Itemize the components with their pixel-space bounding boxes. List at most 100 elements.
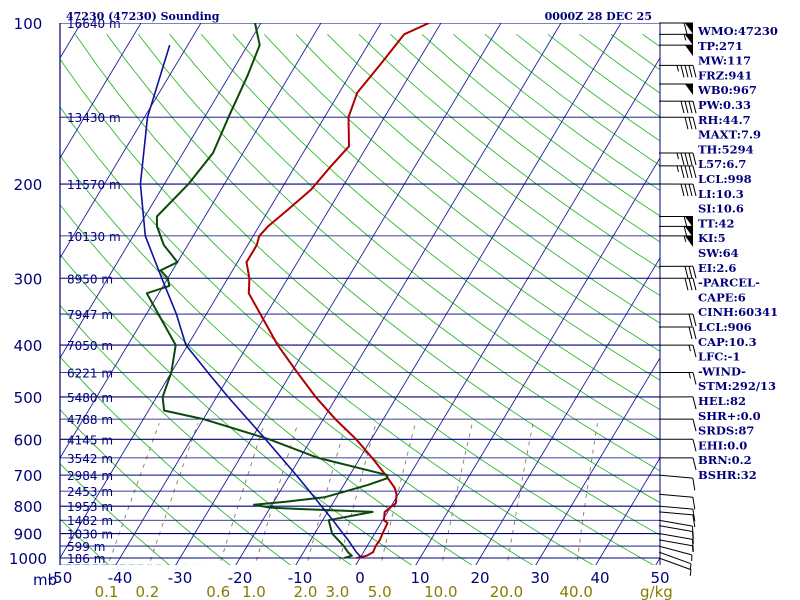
wind-barb bbox=[658, 225, 694, 239]
mixing-ratio-labels: 0.1 0.2 0.6 1.0 2.0 3.0 5.0 10.0 20.0 40.0 bbox=[95, 583, 593, 600]
dry-adiabats bbox=[60, 33, 660, 565]
isotherm bbox=[355, 57, 660, 565]
wind-barb-staff bbox=[658, 493, 693, 498]
mixing-ratio-line bbox=[338, 423, 377, 565]
moist-adiabat bbox=[0, 551, 383, 569]
temperature-tick-label: -40 bbox=[108, 569, 133, 587]
dry-adiabat bbox=[60, 203, 473, 565]
pressure-tick-label: 400 bbox=[14, 337, 43, 355]
wind-barb-full bbox=[692, 313, 697, 327]
dry-adiabat bbox=[137, 34, 660, 472]
dry-adiabat bbox=[484, 33, 660, 167]
index-entry: LCL:998 bbox=[698, 172, 752, 186]
wind-barb bbox=[658, 493, 696, 510]
wind-barb-full bbox=[688, 313, 693, 327]
mixing-ratio-label: 1.0 bbox=[242, 583, 266, 600]
wind-barb-full bbox=[680, 152, 685, 166]
mixing-ratio-line bbox=[107, 423, 160, 565]
index-entry: MAXT:7.9 bbox=[698, 128, 761, 142]
index-entry: TT:42 bbox=[698, 216, 735, 230]
wind-barb-staff bbox=[658, 545, 692, 556]
wind-barb-full bbox=[684, 101, 689, 114]
wind-barb bbox=[658, 371, 697, 385]
mixing-ratio-label: 0.1 bbox=[95, 583, 119, 600]
wind-barb-full bbox=[688, 65, 693, 78]
wind-barb bbox=[658, 64, 697, 78]
index-entry: SI:10.6 bbox=[698, 202, 744, 216]
chart-title: 47230 (47230) Sounding bbox=[66, 10, 220, 23]
height-label: 6221 m bbox=[67, 366, 113, 380]
height-label: 8950 m bbox=[67, 272, 113, 286]
mixing-ratio-label: 40.0 bbox=[559, 583, 592, 600]
wind-barb-half bbox=[676, 65, 679, 72]
temperature-tick-labels: -50 -40 -30 -20 -10 0 10 20 30 40 50 bbox=[48, 569, 670, 587]
wind-barb bbox=[658, 457, 697, 471]
dry-adiabat bbox=[106, 34, 660, 504]
index-entry: HEL:82 bbox=[698, 394, 746, 408]
height-label: 3542 m bbox=[67, 452, 113, 466]
wind-barb-half bbox=[688, 344, 691, 352]
wind-barb-full bbox=[680, 183, 685, 197]
height-label: 2453 m bbox=[67, 485, 113, 499]
pressure-tick-label: 700 bbox=[14, 467, 43, 485]
dry-adiabat bbox=[60, 463, 171, 565]
isotherm bbox=[295, 23, 622, 565]
index-entry: RH:44.7 bbox=[698, 113, 751, 127]
isotherm bbox=[595, 457, 660, 565]
height-label: 4788 m bbox=[67, 413, 113, 427]
temperature-tick-label: 40 bbox=[590, 569, 609, 587]
wind-barb-full bbox=[692, 439, 697, 452]
height-label: 5480 m bbox=[67, 391, 113, 405]
wind-barb-staff bbox=[658, 519, 693, 527]
mb-unit-label: mb bbox=[33, 571, 57, 589]
index-entry: -WIND- bbox=[698, 364, 746, 378]
dry-adiabat bbox=[74, 34, 660, 536]
wind-barb-staff bbox=[658, 551, 692, 565]
isotherm bbox=[60, 23, 142, 159]
wind-barb-full bbox=[692, 326, 697, 340]
wind-barb-full bbox=[692, 396, 697, 410]
mixing-ratio-line bbox=[576, 423, 598, 565]
index-entry: SHR+:0.0 bbox=[698, 409, 761, 423]
wind-barb bbox=[658, 116, 697, 130]
height-label: 1030 m bbox=[67, 528, 113, 542]
wind-barb-full bbox=[684, 65, 689, 78]
wind-barb bbox=[658, 277, 697, 291]
isotherm bbox=[475, 257, 660, 565]
wind-barb-full bbox=[692, 266, 697, 279]
wind-barb bbox=[658, 438, 697, 452]
moist-adiabat bbox=[0, 552, 323, 569]
wind-barb-staff bbox=[658, 525, 693, 532]
wind-barb-full bbox=[692, 165, 697, 179]
wind-barb-half bbox=[689, 563, 692, 570]
dry-adiabat bbox=[60, 356, 292, 565]
height-label: 2984 m bbox=[67, 469, 113, 483]
wind-barb-staff bbox=[658, 511, 693, 516]
dry-adiabat bbox=[295, 33, 660, 324]
wind-barb-full bbox=[691, 539, 694, 552]
pressure-tick-label: 1000 bbox=[9, 550, 47, 568]
dry-adiabat bbox=[60, 58, 655, 565]
wind-barb-full bbox=[692, 117, 697, 130]
height-label: 10130 m bbox=[67, 230, 121, 244]
index-entry: LI:10.3 bbox=[698, 187, 744, 201]
isotherm bbox=[60, 23, 262, 359]
height-label: 599 m bbox=[67, 540, 105, 554]
wind-barb bbox=[658, 33, 694, 46]
pressure-tick-label: 200 bbox=[14, 176, 43, 194]
temperature-tick-label: -50 bbox=[48, 569, 73, 587]
profiles bbox=[139, 23, 430, 559]
wind-barb bbox=[658, 396, 697, 410]
isotherm bbox=[115, 23, 442, 565]
index-entry: EI:2.6 bbox=[698, 261, 736, 275]
mixing-ratio-line bbox=[441, 423, 473, 565]
isotherm bbox=[60, 23, 382, 559]
mixing-ratio-label: 0.6 bbox=[206, 583, 230, 600]
wind-barb bbox=[658, 519, 694, 539]
wind-barb bbox=[658, 533, 694, 552]
pressure-tick-label: 100 bbox=[14, 15, 43, 33]
wind-barb-staff bbox=[658, 539, 693, 547]
height-labels: 16640 m 13430 m 11570 m 10130 m 8950 m 7947 m… bbox=[67, 17, 121, 566]
wind-barb-full bbox=[683, 22, 688, 36]
height-label: 11570 m bbox=[67, 178, 121, 192]
